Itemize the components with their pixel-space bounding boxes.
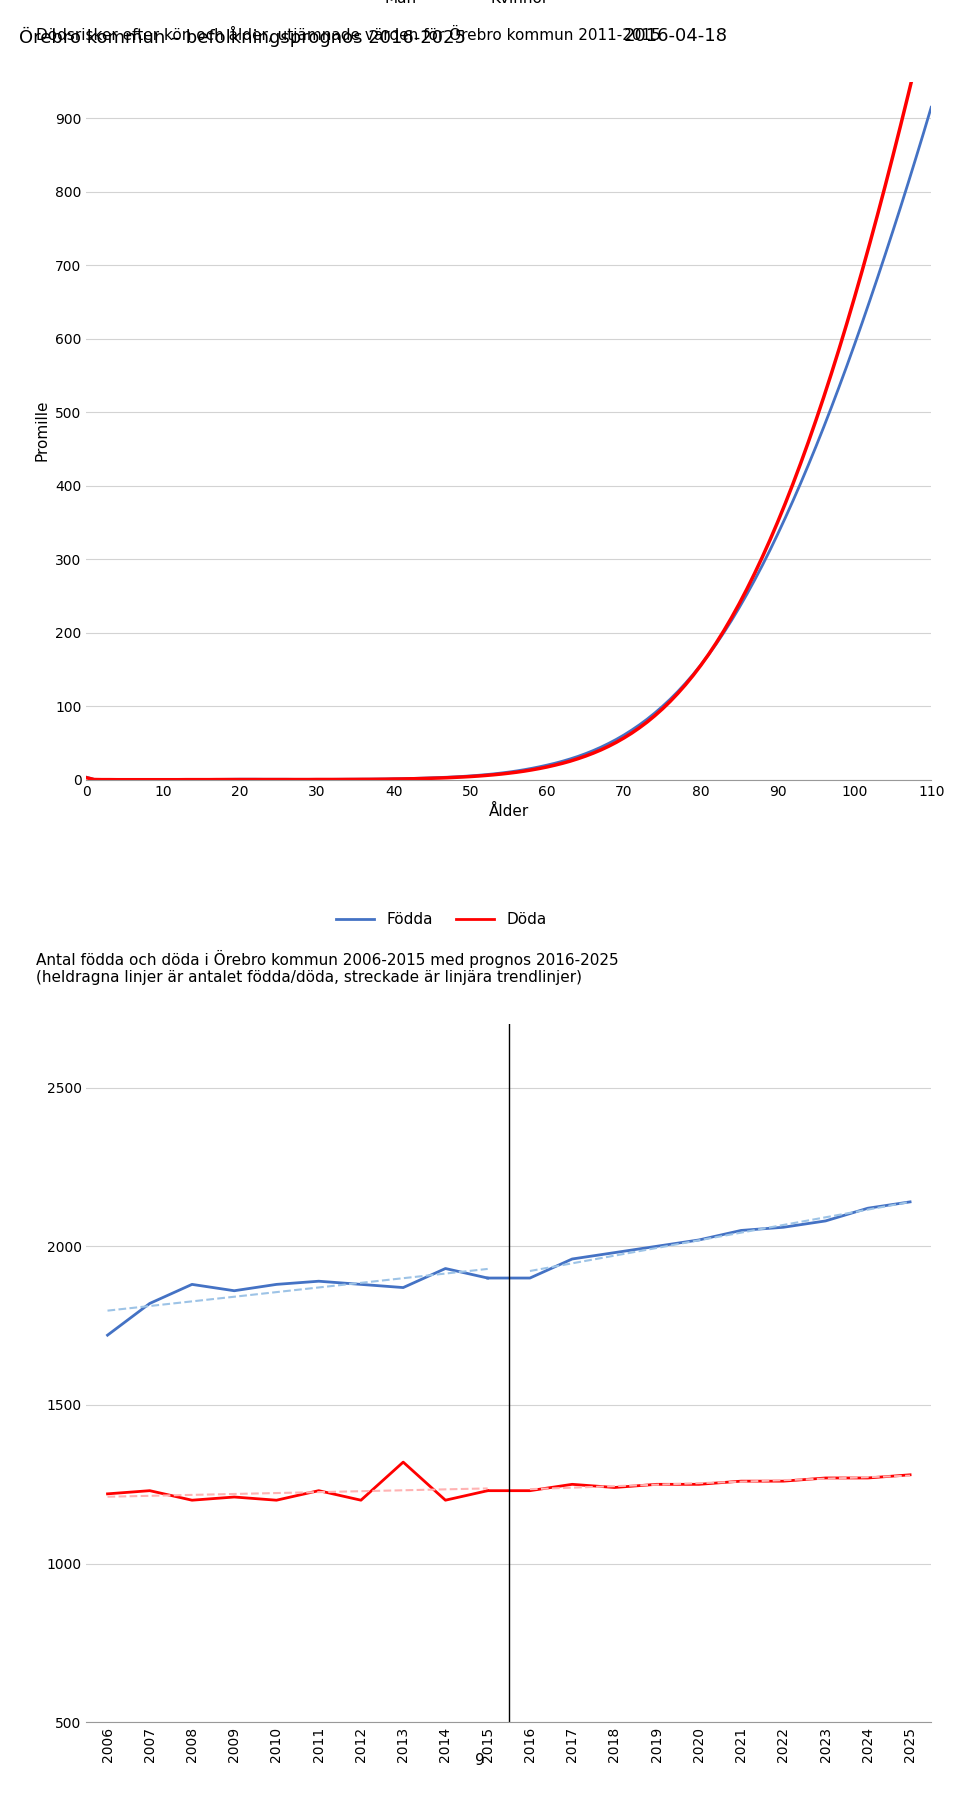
Döda: [355, 1488, 367, 1510]
Kvinnor: [111, 769, 123, 790]
Line: Födda: Födda: [108, 1269, 488, 1334]
Födda: [228, 1280, 240, 1302]
Line: Döda: Döda: [108, 1461, 488, 1499]
Män: [127, 769, 138, 790]
Döda: [102, 1483, 113, 1505]
Döda: [482, 1479, 493, 1501]
Döda: [313, 1479, 324, 1501]
Döda: [440, 1488, 451, 1510]
Text: Dödsrisker efter kön och ålder, utjämnade värden för Örebro kommun 2011-2015: Dödsrisker efter kön och ålder, utjämnad…: [36, 25, 660, 44]
Line: Kvinnor: Kvinnor: [86, 0, 931, 780]
Döda: [271, 1488, 282, 1510]
Män: [902, 172, 914, 194]
Kvinnor: [480, 765, 492, 787]
Män: [580, 743, 591, 765]
Döda: [186, 1488, 198, 1510]
Kvinnor: [303, 769, 315, 790]
Legend: Födda, Döda: Födda, Döda: [330, 906, 553, 934]
Födda: [482, 1267, 493, 1289]
Födda: [313, 1271, 324, 1293]
Födda: [144, 1293, 156, 1314]
Kvinnor: [403, 769, 415, 790]
Döda: [228, 1487, 240, 1508]
Födda: [102, 1323, 113, 1345]
Text: 9: 9: [475, 1753, 485, 1768]
Döda: [144, 1479, 156, 1501]
Kvinnor: [580, 745, 591, 767]
Y-axis label: Promille: Promille: [35, 401, 50, 462]
Line: Män: Män: [86, 107, 931, 780]
Legend: Män, Kvinnor: Män, Kvinnor: [328, 0, 554, 11]
Födda: [355, 1273, 367, 1294]
Män: [925, 96, 937, 118]
Män: [303, 769, 315, 790]
Män: [280, 769, 292, 790]
Kvinnor: [81, 767, 92, 789]
Födda: [271, 1273, 282, 1294]
Kvinnor: [902, 83, 914, 105]
Födda: [186, 1273, 198, 1294]
Födda: [397, 1276, 409, 1298]
Män: [403, 767, 415, 789]
Text: Antal födda och döda i Örebro kommun 2006-2015 med prognos 2016-2025
(heldragna : Antal födda och döda i Örebro kommun 200…: [36, 950, 618, 986]
Kvinnor: [925, 0, 937, 9]
Män: [480, 763, 492, 785]
Födda: [440, 1258, 451, 1280]
X-axis label: Ålder: Ålder: [489, 805, 529, 819]
Kvinnor: [280, 769, 292, 790]
Text: 2016-04-18: 2016-04-18: [624, 27, 728, 45]
Text: Örebro kommun – befolkningsprognos 2016-2025: Örebro kommun – befolkningsprognos 2016-…: [19, 27, 467, 47]
Döda: [397, 1450, 409, 1472]
Män: [81, 767, 92, 789]
